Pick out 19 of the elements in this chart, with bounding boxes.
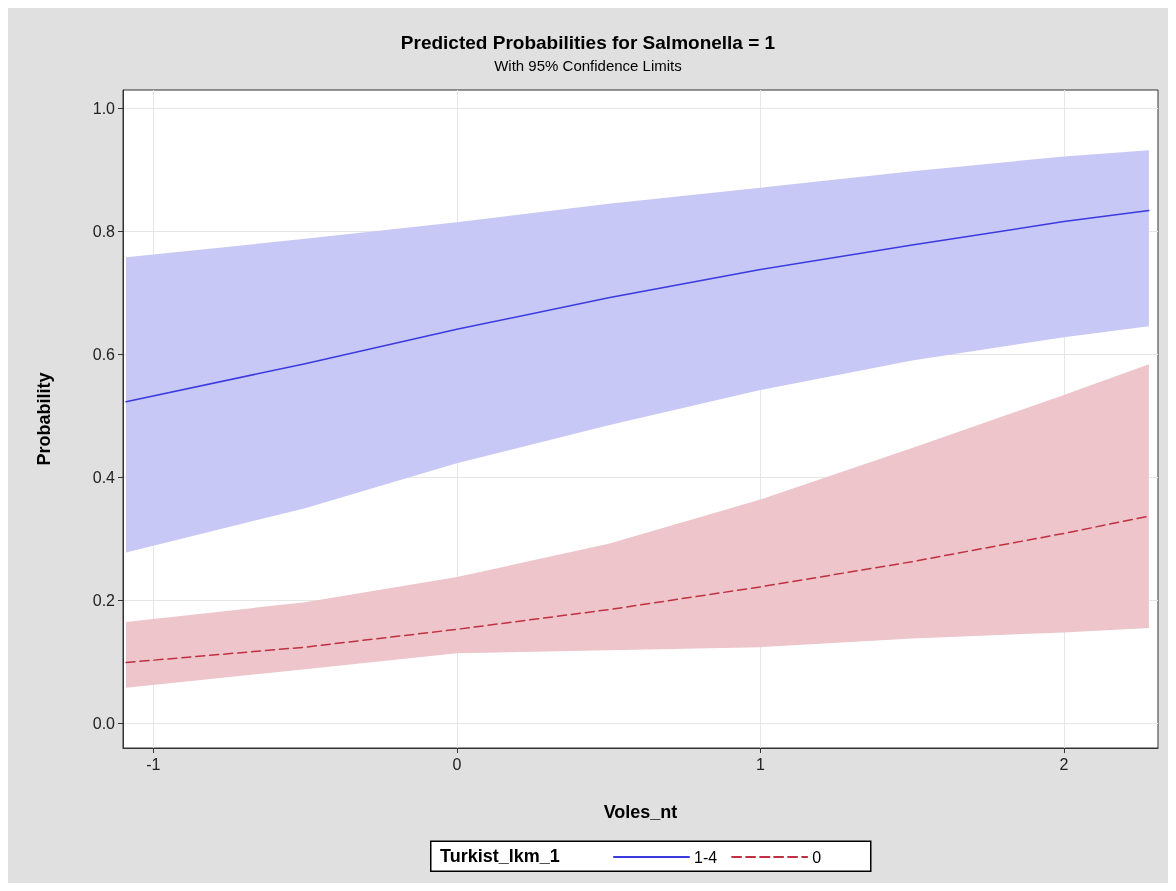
y-tick-label: 0.8	[92, 222, 116, 240]
y-tick-label: 0.6	[92, 345, 116, 363]
legend-title: Turkist_lkm_1	[440, 846, 560, 866]
x-tick-label: -1	[146, 755, 161, 773]
x-tick-label: 1	[755, 755, 765, 773]
line-series	[125, 515, 1150, 664]
x-tick-label: 0	[452, 755, 462, 773]
legend-label: 1-4	[694, 848, 718, 866]
legend-label: 0	[812, 848, 822, 866]
y-tick-label: 0.2	[92, 591, 116, 609]
y-tick-label: 0.0	[92, 714, 116, 732]
y-tick-label: 1.0	[92, 99, 116, 117]
x-axis-title: Voles_nt	[603, 802, 678, 822]
y-tick-label: 0.4	[92, 468, 116, 486]
chart-title: Predicted Probabilities for Salmonella = 1	[400, 32, 776, 53]
y-axis-title: Probability	[34, 372, 54, 466]
line-series	[125, 209, 1150, 403]
x-tick-label: 2	[1059, 755, 1069, 773]
chart-subtitle: With 95% Confidence Limits	[494, 57, 682, 74]
